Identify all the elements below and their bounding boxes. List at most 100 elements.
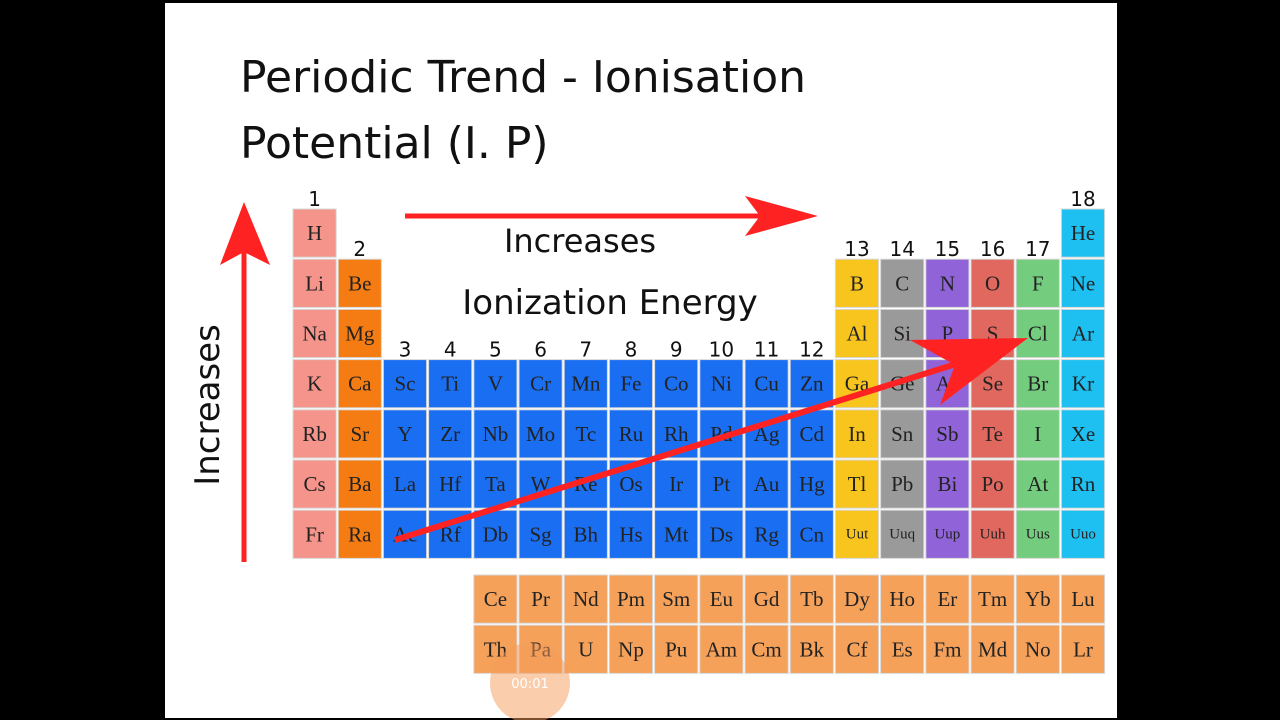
group-label: 2 [353,237,366,261]
element-symbol: V [488,372,503,396]
element-symbol: Ds [710,522,733,546]
element-cell [1015,258,1060,308]
element-symbol: Sr [350,422,369,446]
element-symbol: Am [706,637,738,661]
element-symbol: Ne [1071,271,1096,295]
element-symbol: Co [664,372,689,396]
element-cell [654,509,699,559]
element-cell [880,308,925,359]
element-cell [925,258,970,308]
element-cell [834,459,880,509]
element-cell [337,308,382,359]
title-line: Periodic Trend - Ionisation [240,52,806,103]
element-cell [1060,574,1106,624]
element-cell [473,574,518,624]
element-cell [1015,359,1060,409]
element-symbol: Sc [395,372,416,396]
element-symbol: Pr [531,587,550,611]
element-symbol: Tm [978,587,1007,611]
playback-indicator [490,643,570,720]
element-symbol: Pt [713,472,731,496]
group-label: 9 [670,338,683,362]
arrow-head [220,202,270,265]
title-line: Potential (I. P) [240,118,549,169]
element-cell [970,258,1015,308]
element-cell [563,624,608,674]
element-symbol: Cu [754,372,779,396]
element-cell [880,624,925,674]
element-cell [608,574,654,624]
arrow-head [745,196,818,236]
element-symbol: Si [893,322,911,346]
element-symbol: Kr [1072,372,1094,396]
element-cell [563,359,608,409]
element-cell [880,509,925,559]
element-cell [1060,409,1106,459]
element-cell [834,258,880,308]
element-cell [789,509,834,559]
group-label: 15 [935,237,960,261]
element-symbol: Ra [348,522,372,546]
element-symbol: Mn [571,372,601,396]
element-symbol: Ti [441,372,459,396]
element-cell [925,409,970,459]
element-symbol: Fe [621,372,642,396]
element-cell [699,624,744,674]
element-symbol: Zr [440,422,460,446]
element-symbol: Md [978,637,1008,661]
element-cell [1015,624,1060,674]
element-cell [608,509,654,559]
element-symbol: Mt [664,522,689,546]
element-cell [654,624,699,674]
element-cell [337,459,382,509]
element-symbol: La [394,472,417,496]
element-cell [473,509,518,559]
element-cell [608,624,654,674]
center-label: Ionization Energy [462,283,757,323]
element-cell [789,574,834,624]
element-symbol: Tl [848,472,867,496]
group-label: 14 [889,237,914,261]
element-cell [382,359,428,409]
element-cell [428,409,473,459]
element-cell [518,359,563,409]
element-cell [473,459,518,509]
element-cell [834,574,880,624]
element-symbol: Mg [345,322,375,346]
element-cell [880,574,925,624]
element-symbol: Sm [662,587,690,611]
element-cell [880,258,925,308]
group-label: 16 [980,237,1005,261]
element-cell [608,409,654,459]
element-cell [1015,459,1060,509]
element-cell [970,574,1015,624]
label-backdrop [410,222,810,332]
element-cell [1015,574,1060,624]
element-cell [654,574,699,624]
element-symbol: Uuh [980,526,1006,542]
element-symbol: Ir [669,472,683,496]
element-symbol: Np [618,637,644,661]
group-label: 13 [844,237,869,261]
element-cell [337,509,382,559]
vertical-label: Increases [188,324,228,486]
element-cell [699,359,744,409]
element-cell [654,359,699,409]
element-cell [1060,624,1106,674]
element-cell [970,624,1015,674]
element-symbol: Ba [348,472,372,496]
element-cell [1060,459,1106,509]
element-symbol: Ru [619,422,644,446]
element-symbol: B [850,271,864,295]
group-label: 8 [625,338,638,362]
element-cell [292,359,337,409]
element-cell [292,208,337,258]
group-label: 10 [709,338,734,362]
element-cell [428,359,473,409]
element-symbol: Au [754,472,780,496]
element-cell [970,509,1015,559]
element-symbol: Cm [751,637,781,661]
element-symbol: Se [982,372,1003,396]
element-cell [473,409,518,459]
